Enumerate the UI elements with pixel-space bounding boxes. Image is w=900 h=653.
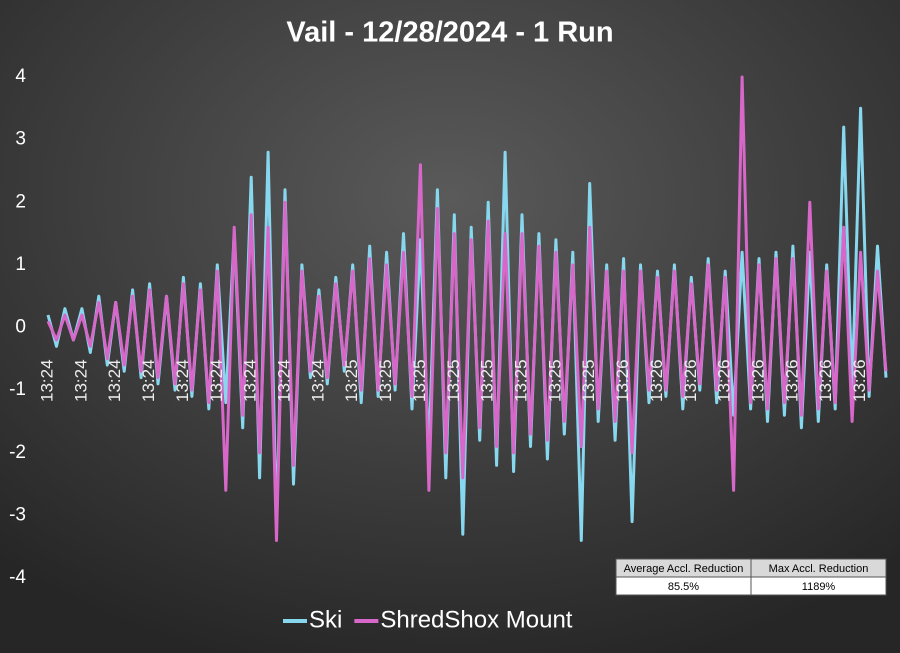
y-tick-label: -3: [9, 504, 26, 525]
x-tick-label: 13:26: [850, 359, 869, 402]
x-tick-label: 13:25: [444, 359, 463, 402]
x-tick-label: 13:26: [647, 359, 666, 402]
x-tick-label: 13:25: [478, 359, 497, 402]
y-tick-label: 2: [15, 191, 26, 212]
x-tick-label: 13:25: [376, 359, 395, 402]
x-tick-label: 13:24: [241, 359, 260, 402]
x-tick-label: 13:24: [173, 359, 192, 402]
x-tick-label: 13:24: [139, 359, 158, 402]
x-tick-label: 13:24: [308, 359, 327, 402]
chart-title: Vail - 12/28/2024 - 1 Run: [286, 17, 613, 49]
table-value: 1189%: [802, 581, 836, 593]
y-tick-label: -2: [9, 442, 26, 463]
x-tick-label: 13:24: [105, 359, 124, 402]
table-header: Max Accl. Reduction: [769, 563, 869, 575]
series-line: [46, 75, 888, 542]
x-tick-label: 13:26: [715, 359, 734, 402]
x-tick-label: 13:24: [207, 359, 226, 402]
x-tick-label: 13:25: [579, 359, 598, 402]
x-tick-label: 13:24: [71, 359, 90, 402]
table-value: 85.5%: [668, 581, 699, 593]
x-tick-label: 13:26: [782, 359, 801, 402]
y-tick-label: 1: [15, 254, 26, 275]
x-tick-label: 13:26: [681, 359, 700, 402]
x-tick-label: 13:25: [342, 359, 361, 402]
y-tick-label: 0: [15, 317, 26, 338]
x-tick-label: 13:24: [37, 359, 56, 402]
legend-label: Ski: [309, 606, 342, 633]
y-tick-label: -4: [9, 567, 26, 588]
y-tick-label: 3: [15, 129, 26, 150]
x-tick-label: 13:25: [545, 359, 564, 402]
legend-label: ShredShox Mount: [380, 606, 572, 633]
x-tick-label: 13:26: [816, 359, 835, 402]
y-tick-label: 4: [15, 66, 26, 87]
table-header: Average Accl. Reduction: [624, 563, 744, 575]
x-tick-label: 13:25: [512, 359, 531, 402]
y-tick-label: -1: [9, 379, 26, 400]
x-tick-label: 13:24: [274, 359, 293, 402]
x-tick-label: 13:26: [749, 359, 768, 402]
table-cell: [750, 576, 887, 596]
x-tick-label: 13:26: [613, 359, 632, 402]
x-tick-label: 13:25: [410, 359, 429, 402]
